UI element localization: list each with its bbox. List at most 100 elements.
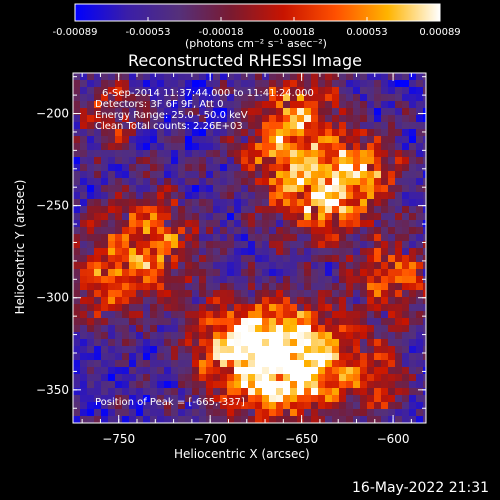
heatmap-cell <box>241 213 248 220</box>
heatmap-cell <box>129 248 136 255</box>
heatmap-cell <box>136 87 143 94</box>
heatmap-cell <box>367 164 374 171</box>
heatmap-cell <box>248 178 255 185</box>
heatmap-cell <box>122 360 129 367</box>
heatmap-cell <box>73 360 80 367</box>
heatmap-cell <box>395 143 402 150</box>
heatmap-cell <box>115 87 122 94</box>
heatmap-cell <box>73 283 80 290</box>
heatmap-cell <box>136 402 143 409</box>
heatmap-cell <box>129 115 136 122</box>
heatmap-cell <box>241 339 248 346</box>
heatmap-cell <box>192 227 199 234</box>
heatmap-cell <box>87 136 94 143</box>
heatmap-cell <box>276 227 283 234</box>
heatmap-cell <box>157 87 164 94</box>
heatmap-cell <box>255 325 262 332</box>
heatmap-cell <box>164 136 171 143</box>
heatmap-cell <box>87 129 94 136</box>
heatmap-cell <box>115 346 122 353</box>
heatmap-cell <box>255 374 262 381</box>
heatmap-cell <box>206 150 213 157</box>
heatmap-cell <box>395 262 402 269</box>
heatmap-cell <box>381 388 388 395</box>
heatmap-cell <box>311 290 318 297</box>
heatmap-cell <box>353 241 360 248</box>
heatmap-cell <box>115 262 122 269</box>
heatmap-cell <box>262 255 269 262</box>
heatmap-cell <box>255 192 262 199</box>
heatmap-cell <box>395 108 402 115</box>
heatmap-cell <box>255 409 262 416</box>
heatmap-cell <box>332 388 339 395</box>
heatmap-cell <box>150 241 157 248</box>
heatmap-cell <box>220 87 227 94</box>
heatmap-cell <box>101 325 108 332</box>
heatmap-cell <box>332 115 339 122</box>
heatmap-cell <box>353 325 360 332</box>
heatmap-cell <box>87 87 94 94</box>
heatmap-cell <box>192 213 199 220</box>
heatmap-cell <box>332 248 339 255</box>
heatmap-cell <box>87 318 94 325</box>
heatmap-cell <box>374 346 381 353</box>
heatmap-cell <box>395 122 402 129</box>
heatmap-cell <box>206 220 213 227</box>
heatmap-cell <box>360 129 367 136</box>
heatmap-cell <box>339 339 346 346</box>
heatmap-cell <box>374 332 381 339</box>
heatmap-cell <box>199 206 206 213</box>
heatmap-cell <box>395 388 402 395</box>
heatmap-cell <box>150 325 157 332</box>
heatmap-cell <box>395 360 402 367</box>
heatmap-cell <box>388 157 395 164</box>
heatmap-cell <box>234 241 241 248</box>
heatmap-cell <box>101 122 108 129</box>
heatmap-cell <box>199 353 206 360</box>
heatmap-cell <box>409 206 416 213</box>
heatmap-cell <box>402 318 409 325</box>
heatmap-cell <box>297 346 304 353</box>
heatmap-cell <box>346 157 353 164</box>
heatmap-cell <box>346 248 353 255</box>
heatmap-cell <box>199 374 206 381</box>
heatmap-cell <box>276 395 283 402</box>
heatmap-cell <box>213 255 220 262</box>
heatmap-cell <box>213 374 220 381</box>
heatmap-cell <box>325 80 332 87</box>
heatmap-cell <box>199 129 206 136</box>
heatmap-cell <box>318 283 325 290</box>
heatmap-cell <box>346 332 353 339</box>
heatmap-cell <box>346 311 353 318</box>
heatmap-cell <box>318 360 325 367</box>
heatmap-cell <box>381 115 388 122</box>
heatmap-cell <box>94 367 101 374</box>
heatmap-cell <box>388 73 395 80</box>
heatmap-cell <box>150 122 157 129</box>
heatmap-cell <box>374 409 381 416</box>
heatmap-cell <box>87 94 94 101</box>
heatmap-cell <box>269 402 276 409</box>
heatmap-cell <box>248 213 255 220</box>
heatmap-cell <box>276 206 283 213</box>
heatmap-cell <box>297 115 304 122</box>
heatmap-cell <box>262 115 269 122</box>
heatmap-cell <box>171 213 178 220</box>
heatmap-cell <box>283 353 290 360</box>
heatmap-cell <box>276 304 283 311</box>
heatmap-cell <box>367 283 374 290</box>
heatmap-cell <box>185 178 192 185</box>
heatmap-cell <box>416 129 423 136</box>
heatmap-cell <box>262 129 269 136</box>
heatmap-cell <box>255 80 262 87</box>
heatmap-cell <box>87 283 94 290</box>
heatmap-cell <box>101 339 108 346</box>
heatmap-cell <box>381 206 388 213</box>
heatmap-cell <box>136 248 143 255</box>
heatmap-cell <box>234 164 241 171</box>
heatmap-cell <box>318 178 325 185</box>
heatmap-cell <box>360 185 367 192</box>
heatmap-cell <box>87 255 94 262</box>
heatmap-cell <box>360 206 367 213</box>
heatmap-cell <box>157 290 164 297</box>
